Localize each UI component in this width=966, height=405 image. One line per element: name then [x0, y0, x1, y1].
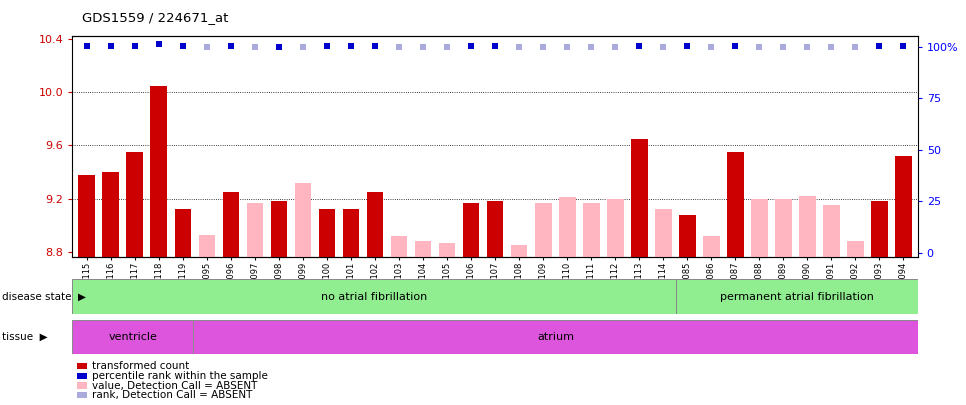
Text: no atrial fibrillation: no atrial fibrillation — [322, 292, 427, 302]
Bar — [222, 192, 240, 257]
Bar — [78, 175, 96, 257]
Bar — [151, 85, 167, 257]
Bar — [607, 199, 623, 257]
Bar — [319, 209, 335, 257]
Bar — [558, 197, 576, 257]
Bar — [511, 245, 527, 257]
Text: GDS1559 / 224671_at: GDS1559 / 224671_at — [82, 11, 229, 24]
Bar — [463, 202, 479, 257]
Bar — [726, 152, 744, 257]
Text: ventricle: ventricle — [108, 332, 157, 342]
Bar — [871, 201, 888, 257]
Bar — [799, 196, 815, 257]
Bar — [295, 183, 311, 257]
Bar — [703, 236, 720, 257]
Text: tissue  ▶: tissue ▶ — [2, 332, 47, 342]
Text: rank, Detection Call = ABSENT: rank, Detection Call = ABSENT — [92, 390, 252, 400]
Bar — [895, 156, 912, 257]
Bar — [487, 201, 503, 257]
Bar — [414, 241, 432, 257]
Bar — [102, 172, 119, 257]
Bar — [679, 215, 696, 257]
Bar — [175, 209, 191, 257]
Text: disease state  ▶: disease state ▶ — [2, 292, 86, 302]
Bar — [127, 152, 143, 257]
Bar — [631, 139, 647, 257]
Bar — [775, 199, 791, 257]
Bar — [582, 202, 600, 257]
Text: percentile rank within the sample: percentile rank within the sample — [92, 371, 268, 381]
Text: atrium: atrium — [537, 332, 574, 342]
Bar — [246, 202, 264, 257]
Bar — [367, 192, 384, 257]
Text: value, Detection Call = ABSENT: value, Detection Call = ABSENT — [92, 381, 257, 390]
Text: permanent atrial fibrillation: permanent atrial fibrillation — [720, 292, 874, 302]
Bar — [535, 202, 552, 257]
Bar — [655, 209, 671, 257]
Bar — [439, 243, 455, 257]
Bar — [823, 205, 839, 257]
Bar — [343, 209, 359, 257]
Bar — [199, 234, 215, 257]
Bar — [847, 241, 864, 257]
Bar — [270, 201, 287, 257]
Bar — [751, 199, 768, 257]
Bar — [390, 236, 408, 257]
Text: transformed count: transformed count — [92, 361, 189, 371]
